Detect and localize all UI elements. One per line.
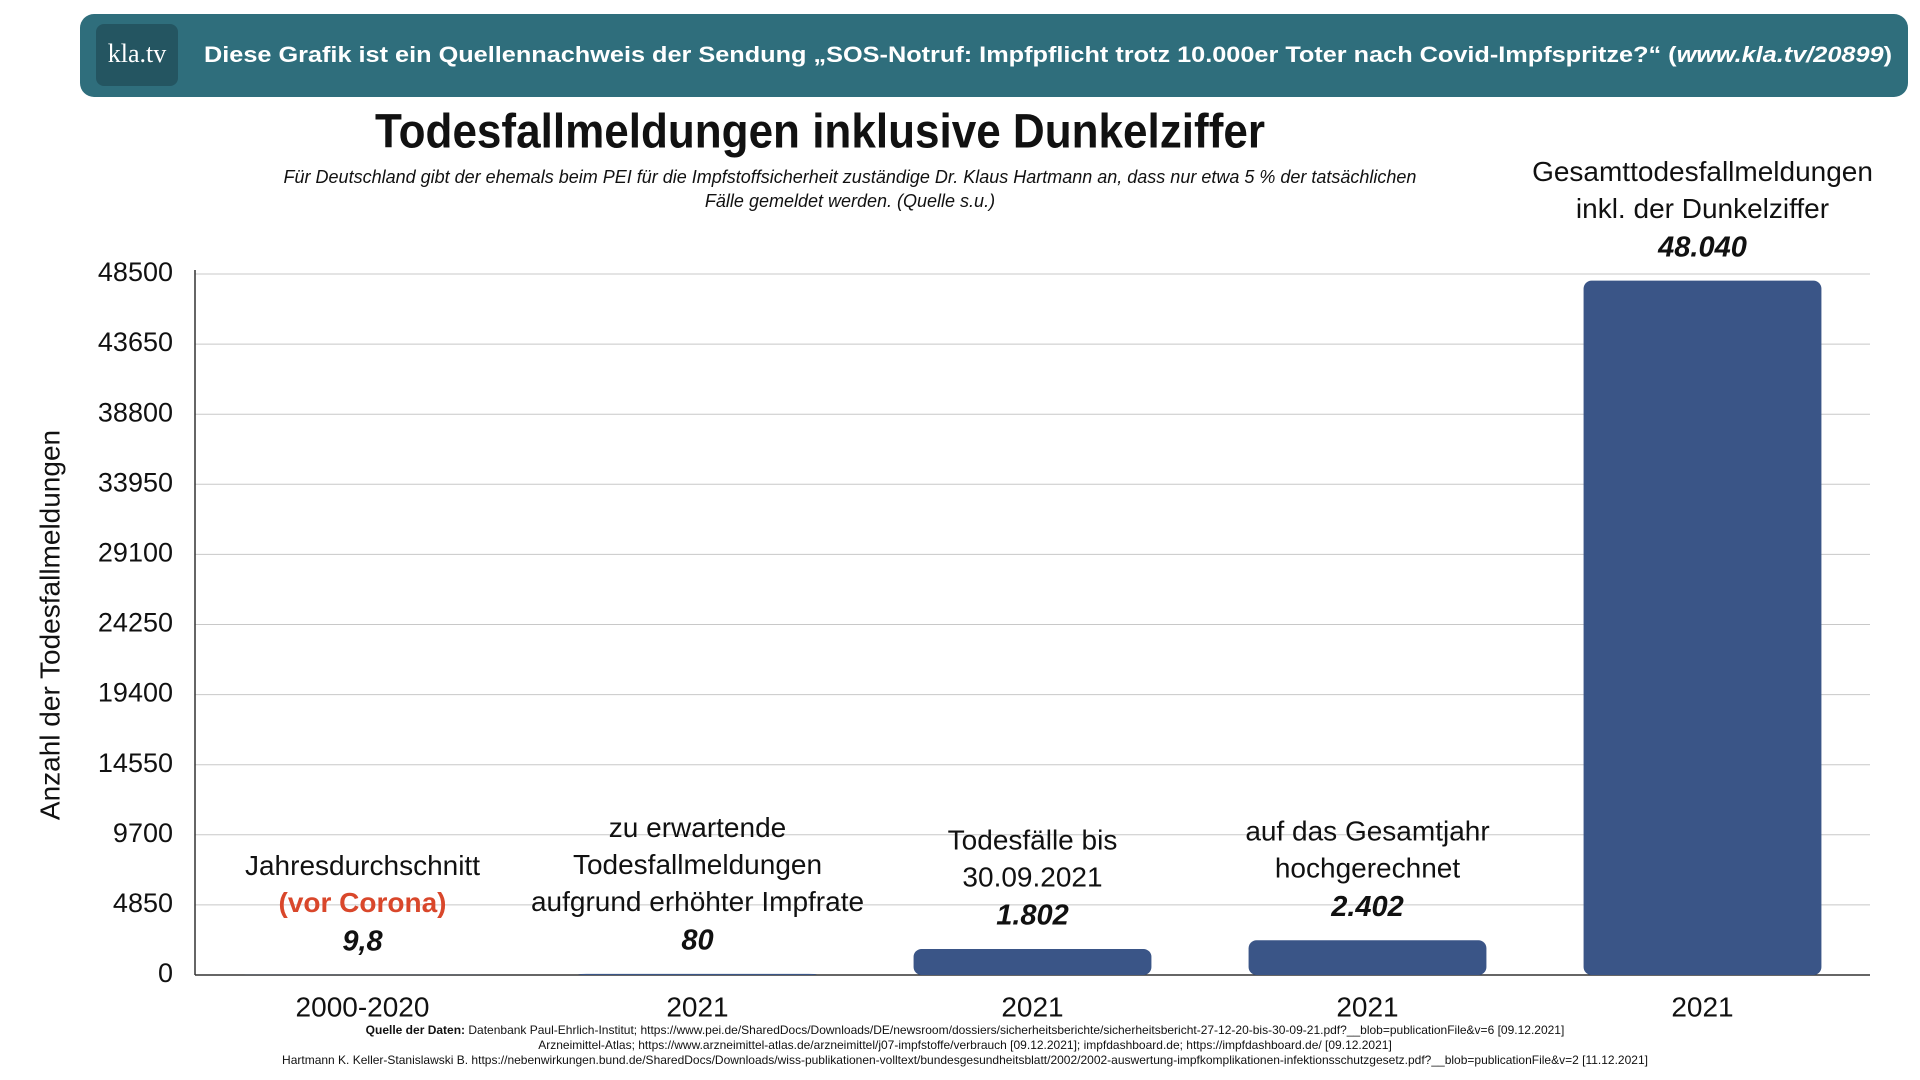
value-label: 1.802 <box>996 900 1069 932</box>
y-tick-label: 38800 <box>98 397 173 427</box>
chart-title: Todesfallmeldungen inklusive Dunkelziffe… <box>375 106 1265 159</box>
bar-annotation: aufgrund erhöhter Impfrate <box>531 886 864 917</box>
bar-annotation: Gesamttodesfallmeldungen <box>1532 156 1873 187</box>
logo: kla.tv <box>108 39 167 68</box>
subtitle: Fälle gemeldet werden. (Quelle s.u.) <box>705 191 995 211</box>
banner <box>80 14 1908 97</box>
bar <box>578 973 817 975</box>
y-tick-label: 29100 <box>98 538 173 568</box>
y-tick-label: 24250 <box>98 608 173 638</box>
source-label: Quelle der Daten: <box>366 1023 465 1037</box>
bar-annotation: hochgerechnet <box>1275 853 1460 884</box>
source-text: Datenbank Paul-Ehrlich-Institut; https:/… <box>468 1023 1564 1037</box>
banner-text: Diese Grafik ist ein Quellennachweis der… <box>204 42 1892 67</box>
source-line: Arzneimittel-Atlas; https://www.arzneimi… <box>538 1038 1392 1052</box>
bar-annotation: 30.09.2021 <box>962 861 1102 892</box>
x-tick-label: 2021 <box>1001 991 1063 1022</box>
bar <box>1248 940 1487 975</box>
y-tick-label: 9700 <box>113 818 173 848</box>
bar-annotation: (vor Corona) <box>279 887 447 918</box>
banner-text-part: Diese Grafik ist ein Quellennachweis der… <box>204 42 1677 67</box>
source-line: Quelle der Daten: Datenbank Paul-Ehrlich… <box>366 1023 1565 1037</box>
y-tick-label: 48500 <box>98 257 173 287</box>
x-tick-label: 2021 <box>666 991 728 1022</box>
y-tick-label: 4850 <box>113 888 173 918</box>
y-tick-label: 43650 <box>98 327 173 357</box>
bar <box>913 948 1152 975</box>
x-tick-label: 2000-2020 <box>296 991 430 1022</box>
bar <box>1583 280 1822 975</box>
bar-annotation: auf das Gesamtjahr <box>1245 816 1489 847</box>
bar-annotation: zu erwartende <box>609 812 786 843</box>
subtitle: Für Deutschland gibt der ehemals beim PE… <box>284 167 1417 187</box>
value-label: 9,8 <box>342 926 383 958</box>
y-tick-label: 33950 <box>98 467 173 497</box>
y-tick-label: 19400 <box>98 678 173 708</box>
value-label: 2.402 <box>1330 891 1404 923</box>
y-axis-label: Anzahl der Todesfallmeldungen <box>34 430 65 820</box>
value-label: 48.040 <box>1657 231 1747 263</box>
x-tick-label: 2021 <box>1336 991 1398 1022</box>
logo-box <box>96 24 178 86</box>
y-tick-label: 14550 <box>98 748 173 778</box>
x-tick-label: 2021 <box>1671 991 1733 1022</box>
bar-annotation: Jahresdurchschnitt <box>245 850 480 881</box>
banner-link: www.kla.tv/20899 <box>1677 42 1885 67</box>
bar-annotation: Todesfälle bis <box>948 824 1118 855</box>
source-line: Hartmann K. Keller-Stanislawski B. https… <box>282 1053 1648 1067</box>
bar-annotation: Todesfallmeldungen <box>573 849 822 880</box>
bar-annotation: inkl. der Dunkelziffer <box>1576 193 1829 224</box>
y-tick-label: 0 <box>158 958 173 988</box>
value-label: 80 <box>681 924 713 956</box>
banner-text-part: ) <box>1884 42 1892 67</box>
